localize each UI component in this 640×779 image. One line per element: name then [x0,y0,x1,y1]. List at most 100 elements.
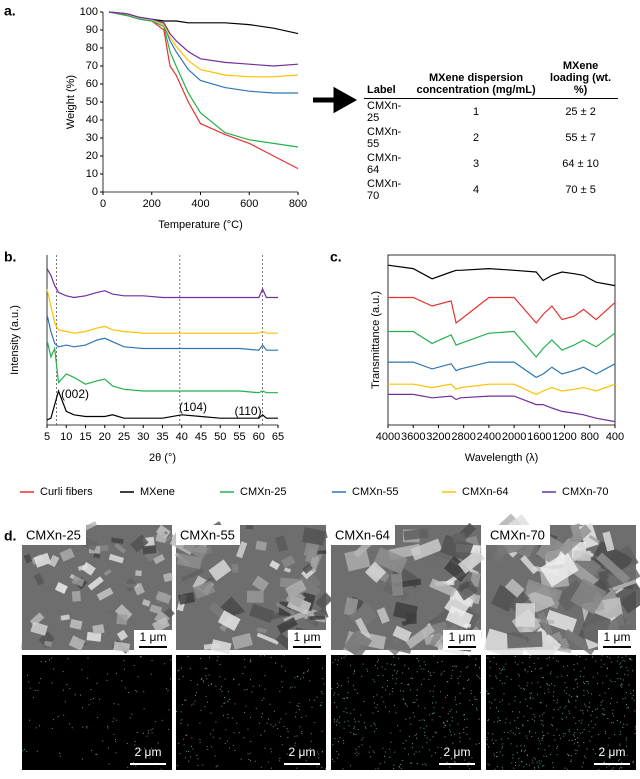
eds-dot [514,700,516,702]
eds-dot [602,700,604,702]
eds-dot [40,660,42,662]
eds-dot [391,690,393,692]
eds-dot [439,716,441,718]
sem-flake [114,604,133,622]
eds-dot [116,672,118,674]
eds-dot [625,666,627,668]
sem-flake [129,534,149,553]
eds-dot [534,758,536,760]
eds-dot [437,746,439,748]
eds-dot [553,709,555,711]
legend-label: CMXn-55 [352,486,398,498]
eds-dot [316,766,318,768]
eds-dot [356,754,358,756]
scale-label: 2 μm [289,745,316,759]
eds-dot [433,655,435,657]
eds-dot [339,716,341,718]
eds-dot [431,713,433,715]
eds-dot [402,690,404,692]
eds-dot [244,666,246,668]
sem-flake [176,553,203,570]
eds-dot [151,660,153,662]
eds-dot [619,666,621,668]
eds-dot [51,657,53,659]
eds-dot [219,688,221,690]
eds-dot [545,705,547,707]
x-tick-label: 45 [195,431,207,443]
sem-flake [151,616,170,633]
eds-dot [148,732,150,734]
eds-dot [634,732,636,734]
eds-dot [496,677,498,679]
eds-dot [396,670,398,672]
eds-dot [488,719,490,721]
eds-dot [616,720,618,722]
eds-dot [140,749,142,751]
table-cell: CMXn-25 [367,100,402,124]
eds-dot [564,690,566,692]
eds-dot [536,761,538,763]
eds-dot [385,689,387,691]
eds-dot [441,660,443,662]
eds-dot [446,681,448,683]
eds-dot [338,754,340,756]
eds-dot [497,711,499,713]
eds-dot [26,750,28,752]
sem-flake [385,638,413,654]
eds-dot [279,757,281,759]
eds-dot [510,678,512,680]
eds-dot [505,718,507,720]
eds-dot [625,655,627,657]
eds-dot [514,719,516,721]
eds-dot [502,768,504,770]
eds-dot [583,667,585,669]
eds-dot [592,749,594,751]
eds-dot [51,727,53,729]
sem-flake [544,609,578,633]
eds-dot [430,675,432,677]
eds-dot [199,722,201,724]
eds-dot [80,694,82,696]
eds-dot [514,655,516,657]
series-line [109,11,299,35]
eds-dot [588,706,590,708]
series-line [46,389,278,421]
eds-dot [418,660,420,662]
eds-dot [137,676,139,678]
eds-dot [596,716,598,718]
sem-flake [59,547,75,562]
eds-dot [568,701,570,703]
eds-dot [518,673,520,675]
eds-dot [353,732,355,734]
x-tick-label: 800 [581,431,599,443]
eds-dot [504,682,506,684]
series-line [109,11,299,67]
sem-flake [135,570,142,577]
eds-dot [197,758,199,760]
eds-dot [489,675,491,677]
sem-flake [249,603,275,624]
eds-dot [543,735,545,737]
eds-dot [492,743,494,745]
eds-dot [499,719,501,721]
eds-dot [546,755,548,757]
eds-dot [591,693,593,695]
eds-dot [368,751,370,753]
eds-dot [538,760,540,762]
sem-flake [483,628,528,661]
eds-dot [408,683,410,685]
x-tick-label: 55 [233,431,245,443]
eds-dot [523,766,525,768]
eds-dot [358,746,360,748]
table-cell: 3 [472,158,480,170]
eds-dot [212,729,214,731]
eds-dot [399,730,401,732]
eds-dot [471,704,473,706]
eds-dot [244,689,246,691]
y-tick-label: 10 [86,168,98,180]
eds-dot [603,663,605,665]
eds-dot [518,764,520,766]
eds-dot [512,757,514,759]
eds-dot [468,655,470,657]
eds-dot [413,716,415,718]
